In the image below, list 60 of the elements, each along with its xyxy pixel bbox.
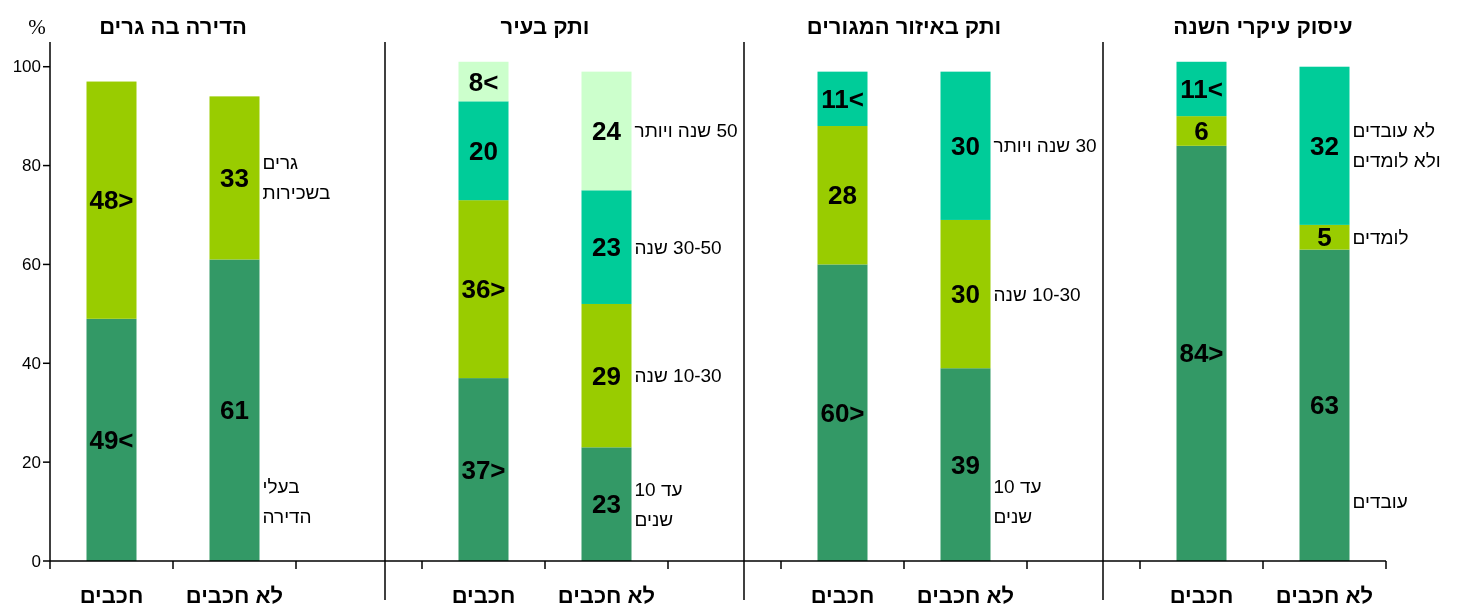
data-label: 39 (951, 449, 980, 480)
series-name: 30 שנה ויותר (993, 135, 1097, 157)
series-name: 30-50 שנה (634, 236, 722, 258)
series-name: לומדים (1352, 226, 1409, 248)
series-name: בשכירות (262, 182, 331, 204)
data-label: 20 (469, 135, 498, 166)
category-label: חכבים (79, 583, 144, 608)
y-tick-label: 80 (22, 156, 41, 176)
series-name: 50 שנה ויותר (634, 120, 738, 142)
y-axis-title: % (28, 15, 46, 39)
category-label: לא חכבים (557, 583, 656, 608)
category-label: חכבים (810, 583, 875, 608)
data-label: 48> (89, 185, 134, 216)
series-name: הדירה (262, 505, 312, 527)
data-label: 11< (1180, 73, 1223, 104)
series-name: לא עובדים (1352, 120, 1436, 142)
y-tick-label: 0 (31, 551, 41, 571)
series-name: עובדים (1352, 490, 1408, 512)
series-name: ולא לומדים (1352, 150, 1441, 172)
data-label: 63 (1310, 390, 1339, 421)
data-label: 30 (951, 130, 980, 161)
data-label: 84> (1179, 338, 1224, 369)
category-label: לא חכבים (1275, 583, 1374, 608)
series-name: עד 10 (634, 478, 683, 500)
data-label: 6 (1194, 115, 1209, 146)
title: עיסוק עיקרי השנה (1173, 14, 1353, 39)
data-label: 37> (461, 454, 506, 485)
series-name: שנים (993, 505, 1033, 527)
category-label: חכבים (451, 583, 516, 608)
data-label: 23 (592, 232, 621, 263)
data-label: 5 (1317, 222, 1332, 253)
category-label: חכבים (1169, 583, 1234, 608)
category-label: לא חכבים (916, 583, 1015, 608)
y-tick-label: 60 (22, 254, 41, 274)
data-label: 28 (828, 180, 857, 211)
data-label: 29 (592, 360, 621, 391)
series-name: עד 10 (993, 475, 1042, 497)
data-label: 8< (468, 66, 499, 97)
data-label: 30 (951, 279, 980, 310)
title: הדירה בה גרים (99, 14, 247, 39)
data-label: 36> (461, 274, 506, 305)
series-name: 10-30 שנה (634, 365, 722, 387)
data-label: 24 (592, 115, 621, 146)
data-label: 33 (220, 162, 249, 193)
series-name: 10-30 שנה (993, 283, 1081, 305)
data-label: 60> (820, 397, 865, 428)
data-label: 23 (592, 489, 621, 520)
data-label: 49< (89, 424, 134, 455)
series-name: שנים (634, 508, 674, 530)
data-label: 32 (1310, 130, 1339, 161)
y-tick-label: 100 (12, 57, 41, 77)
data-label: 11< (821, 83, 864, 114)
title: ותק באיזור המגורים (806, 14, 1002, 39)
y-tick-label: 40 (22, 353, 41, 373)
y-tick-label: 20 (22, 452, 41, 472)
series-name: בעלי (262, 475, 300, 497)
category-label: לא חכבים (185, 583, 284, 608)
series-name: גרים (262, 152, 299, 174)
data-label: 61 (220, 395, 249, 426)
title: ותק בעיר (500, 14, 590, 39)
